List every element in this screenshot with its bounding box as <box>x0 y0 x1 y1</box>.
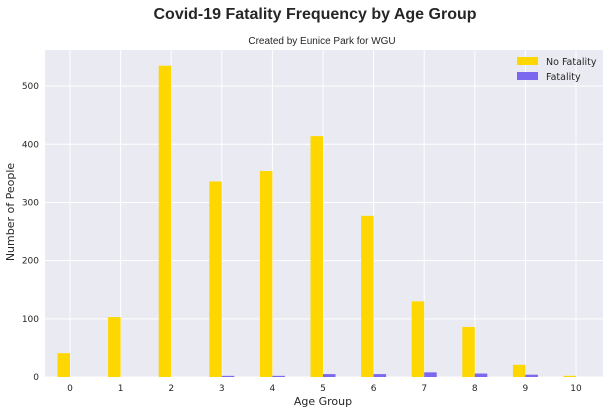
bar-fatality-3 <box>221 375 235 377</box>
bar-fatality-5 <box>323 374 336 377</box>
bars <box>57 65 576 377</box>
y-axis-ticks: 0 100 200 300 400 500 <box>22 82 39 383</box>
y-tick-label: 500 <box>22 82 39 92</box>
x-tick-label: 6 <box>371 384 377 394</box>
x-tick-label: 7 <box>421 384 427 394</box>
bar-no-fatality-9 <box>512 364 526 377</box>
x-axis-ticks: 0 1 2 3 4 5 6 7 8 9 10 <box>67 384 582 394</box>
bar-fatality-6 <box>373 374 387 377</box>
bar-no-fatality-2 <box>158 65 172 377</box>
x-tick-label: 10 <box>570 384 582 394</box>
x-tick-label: 9 <box>523 384 529 394</box>
bar-fatality-8 <box>474 373 488 377</box>
y-tick-label: 0 <box>33 373 39 383</box>
x-axis-label: Age Group <box>294 395 352 408</box>
x-tick-label: 3 <box>219 384 225 394</box>
plot-area <box>45 50 603 377</box>
chart-subtitle: Created by Eunice Park for WGU <box>248 36 395 47</box>
y-tick-label: 100 <box>22 315 39 325</box>
chart-title: Covid-19 Fatality Frequency by Age Group <box>153 6 476 23</box>
y-tick-label: 300 <box>22 198 39 208</box>
bar-no-fatality-1 <box>108 317 121 377</box>
y-tick-label: 400 <box>22 140 39 150</box>
bar-fatality-7 <box>424 372 437 377</box>
x-tick-label: 1 <box>118 384 124 394</box>
bar-no-fatality-3 <box>209 181 222 377</box>
bar-no-fatality-4 <box>259 171 273 377</box>
bar-no-fatality-7 <box>411 301 425 377</box>
legend-label-0: No Fatality <box>546 57 597 68</box>
legend-label-1: Fatality <box>546 72 581 83</box>
x-tick-label: 5 <box>320 384 326 394</box>
bar-fatality-4 <box>272 375 285 377</box>
x-tick-label: 4 <box>270 384 276 394</box>
bar-no-fatality-8 <box>462 326 475 377</box>
bar-no-fatality-0 <box>57 353 70 377</box>
legend-swatch-0 <box>517 57 538 65</box>
bar-fatality-9 <box>525 374 538 377</box>
legend-swatch-1 <box>517 72 538 80</box>
x-tick-label: 8 <box>472 384 478 394</box>
y-axis-label: Number of People <box>4 163 17 262</box>
legend: No Fatality Fatality <box>517 57 597 83</box>
x-tick-label: 0 <box>67 384 73 394</box>
x-tick-label: 2 <box>168 384 174 394</box>
y-tick-label: 200 <box>22 257 39 267</box>
bar-no-fatality-5 <box>310 136 323 377</box>
bar-no-fatality-6 <box>361 215 374 377</box>
bar-no-fatality-10 <box>563 375 576 377</box>
